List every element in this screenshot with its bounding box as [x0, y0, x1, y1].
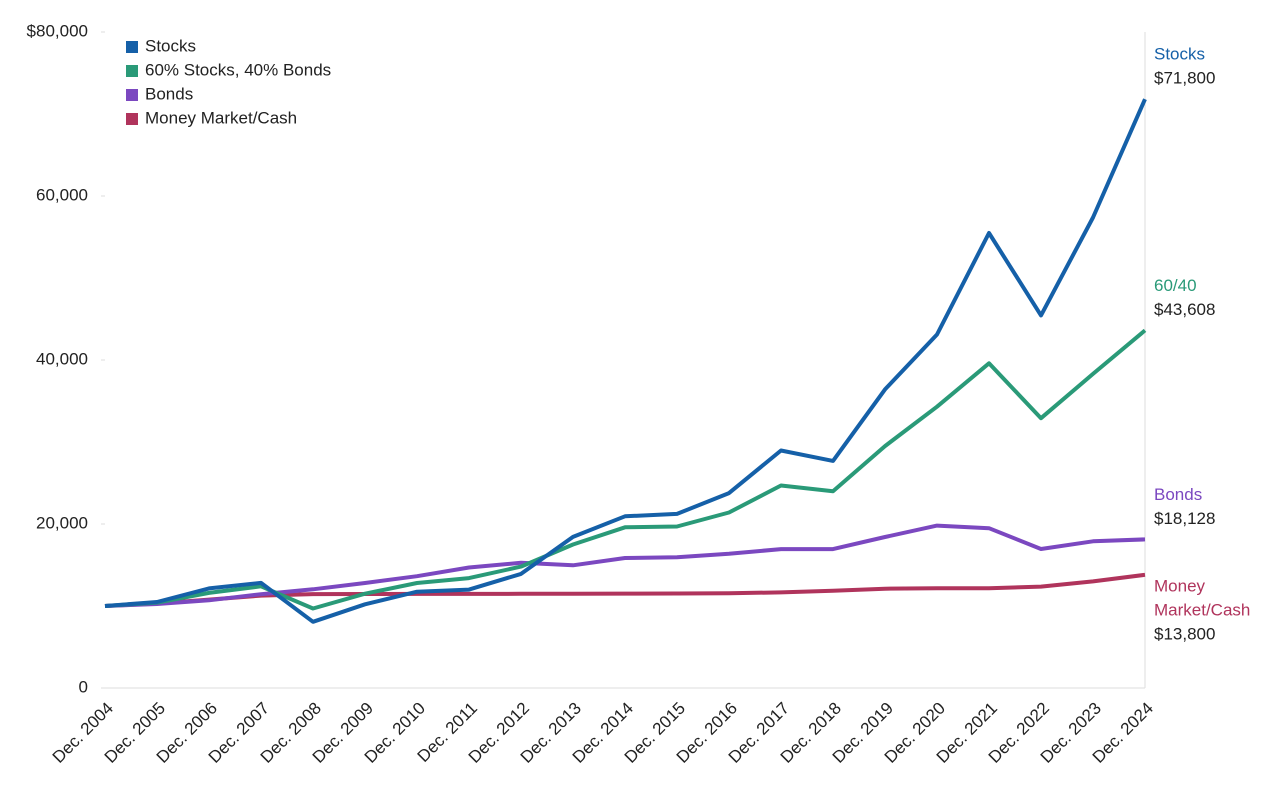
end-label: 60/40 [1154, 276, 1197, 295]
legend-label: Stocks [145, 36, 196, 55]
end-value: $18,128 [1154, 509, 1215, 528]
y-tick-label: 60,000 [36, 185, 88, 204]
end-value: $13,800 [1154, 624, 1215, 643]
y-tick-label: $80,000 [27, 21, 88, 40]
legend-label: Money Market/Cash [145, 108, 297, 127]
legend-label: Bonds [145, 84, 193, 103]
series-line [104, 98, 1147, 624]
end-label: Stocks [1154, 45, 1205, 64]
end-label: Market/Cash [1154, 600, 1250, 619]
end-value: $43,608 [1154, 300, 1215, 319]
series-line [104, 328, 1147, 611]
y-tick-label: 40,000 [36, 349, 88, 368]
y-tick-label: 20,000 [36, 513, 88, 532]
end-label: Bonds [1154, 485, 1202, 504]
y-tick-label: 0 [79, 677, 88, 696]
end-value: $71,800 [1154, 69, 1215, 88]
legend-swatch [126, 65, 138, 77]
legend-swatch [126, 41, 138, 53]
end-label: Money [1154, 576, 1206, 595]
series-line [104, 572, 1146, 608]
legend-swatch [126, 89, 138, 101]
legend-label: 60% Stocks, 40% Bonds [145, 60, 331, 79]
legend-swatch [126, 113, 138, 125]
